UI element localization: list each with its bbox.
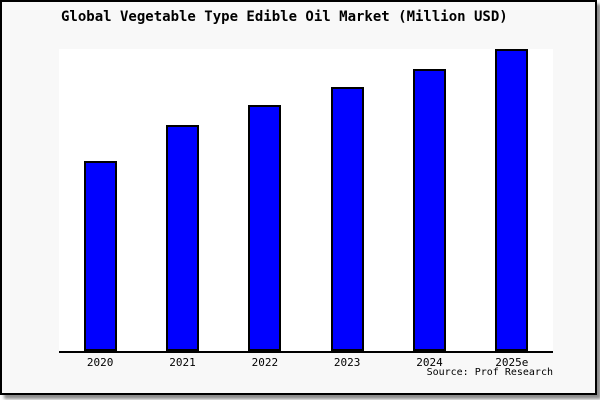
source-credit: Source: Prof Research [426, 367, 553, 378]
plot-area [59, 49, 553, 353]
x-tick-label-2020: 2020 [86, 356, 114, 369]
bar-2020 [83, 160, 117, 351]
bar-2022 [248, 104, 282, 351]
x-tick-label-2025e: 2025e [495, 356, 529, 369]
x-tick-label-2021: 2021 [169, 356, 196, 369]
chart-title: Global Vegetable Type Edible Oil Market … [61, 9, 508, 25]
x-tick-label-2022: 2022 [251, 356, 279, 369]
bar-2024 [413, 68, 446, 351]
x-tick-label-2023: 2023 [333, 356, 361, 369]
bar-2023 [330, 86, 364, 351]
bar-2021 [166, 124, 199, 351]
x-tick-label-2024: 2024 [416, 356, 443, 369]
bar-2025e [495, 49, 529, 351]
x-axis-labels: 2020 2021 2022 2023 2024 2025e [59, 356, 553, 370]
